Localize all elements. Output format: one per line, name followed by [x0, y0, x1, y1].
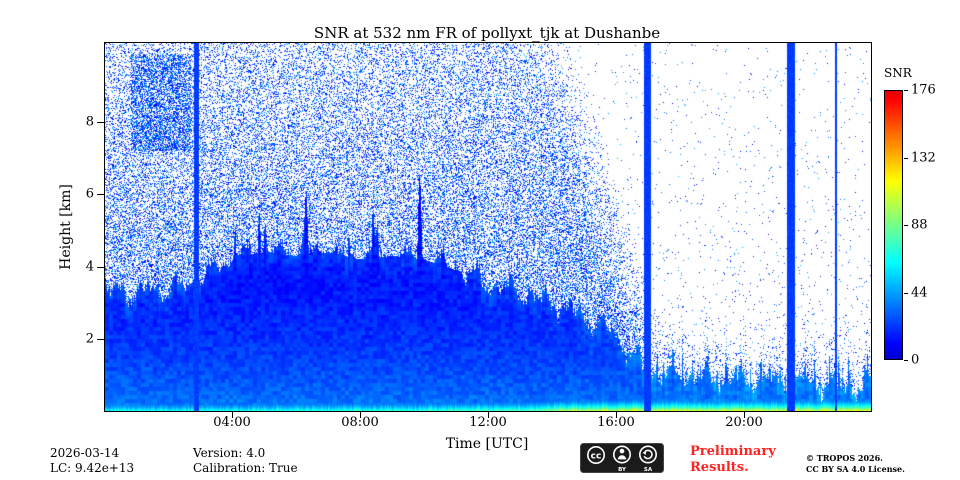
preliminary-results-label: Preliminary Results. [690, 444, 776, 475]
copyright-label: © TROPOS 2026. CC BY SA 4.0 License. [806, 453, 905, 475]
sa-arrow [643, 449, 653, 460]
x-axis-label: Time [UTC] [445, 436, 529, 452]
by-person-icon [612, 445, 631, 464]
copyright-line2: CC BY SA 4.0 License. [806, 463, 905, 474]
x-axis-tick-label: 04:00 [213, 415, 251, 430]
y-axis-tick [97, 194, 104, 196]
y-axis-tick-label: 4 [85, 259, 94, 275]
y-axis-tick-label: 6 [85, 186, 94, 202]
x-axis-tick [616, 412, 617, 418]
colorbar-tick-label: 44 [911, 285, 928, 300]
x-axis-tick-label: 20:00 [725, 415, 763, 430]
y-axis-label: Height [km] [58, 184, 74, 270]
y-axis-tick [97, 266, 104, 268]
colorbar-tick [904, 225, 908, 226]
date-label: 2026-03-14 [50, 446, 120, 460]
colorbar-gradient-canvas [885, 91, 902, 359]
colorbar-tick-label: 132 [911, 150, 936, 165]
colorbar-tick [904, 292, 908, 294]
calibration-label: Calibration: True [193, 461, 298, 475]
y-axis-tick [97, 121, 104, 123]
copyright-line1: © TROPOS 2026. [806, 453, 883, 463]
x-axis-tick [488, 412, 489, 418]
sa-label: SA [644, 467, 653, 473]
x-axis-tick [232, 412, 233, 418]
colorbar-tick [904, 360, 908, 361]
plot-title: SNR at 532 nm FR of pollyxt_tjk at Dusha… [313, 24, 661, 42]
colorbar-tick-label: 176 [911, 82, 936, 98]
colorbar-tick-label: 88 [911, 217, 928, 233]
lidar-constant-label: LC: 9.42e+13 [50, 461, 135, 475]
colorbar-tick-label: 0 [911, 352, 920, 368]
x-axis-tick [360, 412, 361, 418]
by-label: BY [618, 467, 627, 473]
by-person-body [617, 455, 627, 460]
colorbar-label: SNR [884, 66, 912, 80]
y-axis-tick [97, 339, 104, 341]
preliminary-line2: Results. [690, 459, 749, 475]
colorbar-tick [904, 90, 908, 91]
heatmap-plot-area [104, 42, 872, 412]
version-label: Version: 4.0 [193, 446, 266, 460]
sa-icon [638, 445, 657, 464]
y-axis-tick-label: 8 [85, 114, 94, 130]
preliminary-line1: Preliminary [690, 444, 776, 459]
by-person-head [619, 448, 625, 454]
colorbar [884, 90, 903, 360]
colorbar-tick [904, 157, 908, 159]
sa-arrowhead [642, 451, 647, 456]
snr-heatmap-canvas [105, 43, 871, 411]
cc-license-badge: cc BY SA [580, 443, 664, 473]
x-axis-tick [744, 412, 745, 418]
y-axis-tick-label: 2 [85, 331, 94, 347]
cc-icon-label: cc [591, 452, 602, 462]
x-axis-tick-label: 16:00 [597, 415, 635, 430]
x-axis-tick-label: 08:00 [341, 415, 379, 430]
x-axis-tick-label: 12:00 [469, 415, 507, 430]
cc-icon [587, 446, 605, 464]
